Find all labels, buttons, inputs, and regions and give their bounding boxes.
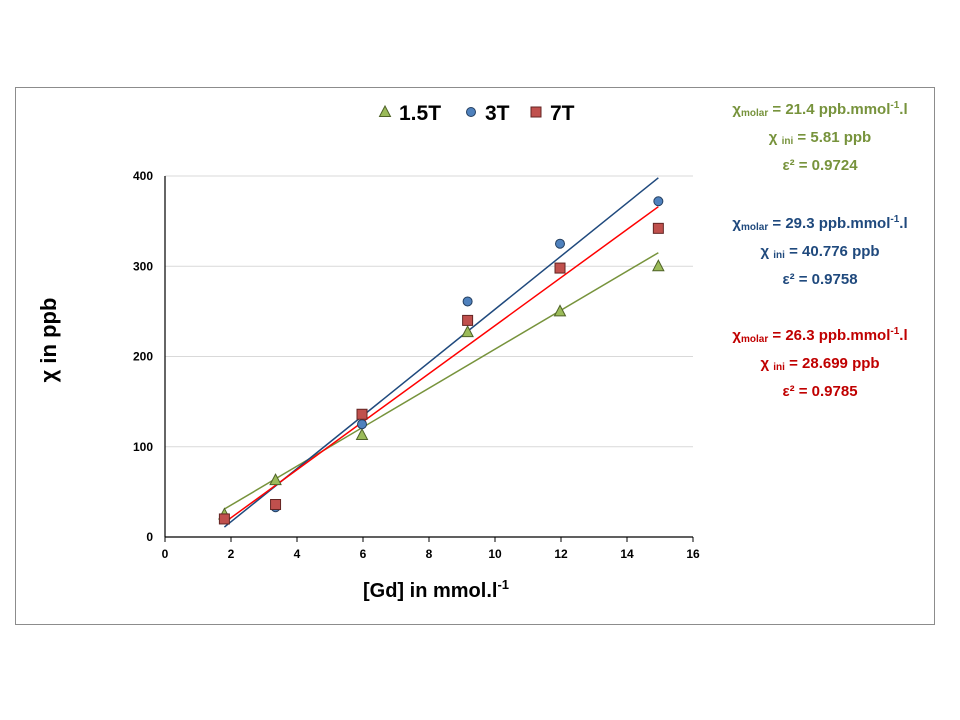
y-tick-label-100: 100 [133,440,153,454]
gridlines [165,175,693,448]
legend-marker-3t [466,107,476,117]
point-7t-4 [554,262,566,274]
point-3t-4 [555,238,566,249]
legend-label-1-5t: 1.5T [399,102,441,125]
point-1-5t-1 [269,473,282,486]
point-7t-3 [462,314,474,326]
x-tick-label-14: 14 [620,547,634,561]
x-tick-label-0: 0 [162,547,169,561]
point-7t-5 [652,222,664,234]
point-3t-5 [653,196,664,207]
point-1-5t-2 [355,427,369,441]
legend-marker-1-5t [378,104,392,117]
tick-labels: 0 100 200 300 400 0 2 4 6 8 10 12 14 16 [133,169,700,561]
point-1-5t-3 [461,325,474,338]
y-axis-label: χ in ppb [36,298,61,383]
point-7t-1 [270,499,282,511]
chart-frame [15,87,935,625]
annotation-1-5t: χmolar = 21.4 ppb.mmol-1.l χ ini = 5.81 … [732,100,908,174]
legend-label-7t: 7T [550,102,575,125]
fit-lines [223,177,659,528]
point-7t-0 [218,513,230,525]
x-tick-label-2: 2 [228,547,235,561]
x-tick-label-12: 12 [554,547,568,561]
legend-marker-7t [530,106,542,118]
point-1-5t-4 [553,304,567,317]
y-tick-label-400: 400 [133,169,153,183]
point-3t-2 [357,419,368,430]
legend: 1.5T 3T 7T [378,102,575,125]
y-tick-label-300: 300 [133,259,153,273]
annotation-3t: χmolar = 29.3 ppb.mmol-1.l χ ini = 40.77… [732,214,908,288]
x-tick-label-10: 10 [488,547,502,561]
fit-line-3t [223,177,659,528]
x-tick-label-4: 4 [294,547,301,561]
x-tick-label-16: 16 [686,547,700,561]
legend-label-3t: 3T [485,102,510,125]
x-tick-label-8: 8 [426,547,433,561]
point-3t-3 [462,296,473,307]
annotation-7t: χmolar = 26.3 ppb.mmol-1.l χ ini = 28.69… [732,326,908,400]
y-tick-label-200: 200 [133,350,153,364]
data-points [218,196,665,525]
x-axis-label: [Gd] in mmol.l-1 [363,577,509,602]
fit-line-7t [223,206,659,524]
point-7t-2 [356,408,368,420]
point-1-5t-5 [652,259,665,272]
fit-line-1-5t [224,252,659,510]
axes [164,176,694,542]
x-tick-label-6: 6 [360,547,367,561]
y-tick-label-0: 0 [146,530,153,544]
